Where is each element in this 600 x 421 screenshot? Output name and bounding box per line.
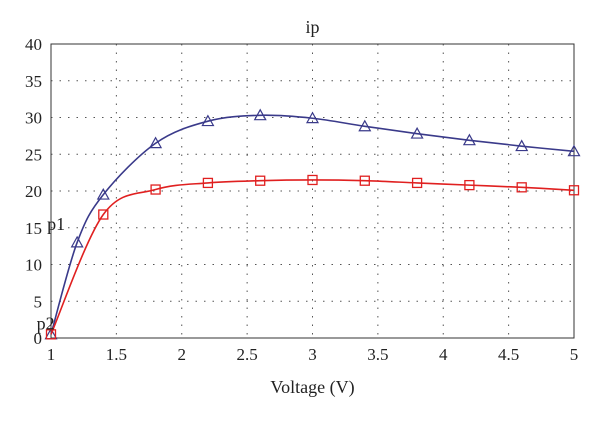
data-point-triangle: [253, 108, 267, 121]
data-point-triangle: [70, 235, 84, 248]
y-tick-label: 10: [25, 256, 42, 275]
data-point-square: [307, 174, 318, 186]
data-point-square: [202, 177, 214, 189]
data-point-square: [359, 175, 370, 186]
y-tick-label: 15: [25, 219, 42, 238]
series-line: [50, 114, 575, 335]
annotation-layer: p1 p2: [37, 214, 65, 333]
data-point-square: [411, 177, 423, 189]
x-axis-title: Voltage (V): [270, 377, 354, 398]
data-point-triangle: [96, 187, 110, 200]
y-tick-label: 0: [34, 329, 43, 348]
x-tick-label: 3.5: [367, 345, 388, 364]
data-point-square: [464, 179, 475, 191]
axes: 1 1.5 2 2.5 3 3.5 4 4.5 5 0 5 10 15 20 25 30 35 40: [25, 35, 578, 364]
data-point-square: [255, 175, 266, 186]
x-tick-label: 3: [308, 345, 317, 364]
series-1: [44, 108, 581, 340]
series-line: [50, 179, 575, 335]
series-2: [45, 174, 580, 340]
annotation-p1: p1: [47, 214, 65, 234]
y-tick-label: 40: [25, 35, 42, 54]
plot-frame: [50, 43, 575, 339]
data-point-triangle: [567, 144, 581, 157]
data-point-triangle: [410, 126, 424, 139]
x-tick-label: 4.5: [498, 345, 519, 364]
y-tick-label: 30: [25, 109, 42, 128]
y-tick-label: 25: [25, 145, 42, 164]
x-tick-label: 4: [439, 345, 448, 364]
data-point-triangle: [462, 133, 476, 146]
data-point-square: [568, 185, 580, 196]
y-tick-label: 35: [25, 72, 42, 91]
x-tick-label: 5: [570, 345, 579, 364]
x-tick-label: 2: [178, 345, 187, 364]
data-point-triangle: [515, 139, 529, 152]
x-tick-label: 1: [47, 345, 56, 364]
y-tick-label: 20: [25, 182, 42, 201]
data-point-square: [516, 182, 527, 193]
x-tick-label: 1.5: [106, 345, 127, 364]
data-point-triangle: [149, 136, 163, 149]
chart-title: ip: [305, 17, 319, 37]
data-point-square: [98, 209, 109, 220]
grid-lines: [51, 44, 574, 338]
data-point-triangle: [305, 111, 320, 124]
data-point-square: [45, 329, 57, 340]
data-point-triangle: [358, 119, 372, 132]
data-point-square: [150, 184, 161, 195]
annotation-p2: p2: [37, 313, 55, 333]
x-tick-label: 2.5: [237, 345, 258, 364]
y-tick-label: 5: [34, 292, 43, 311]
data-point-triangle: [201, 114, 215, 127]
series-layer: [44, 108, 581, 340]
